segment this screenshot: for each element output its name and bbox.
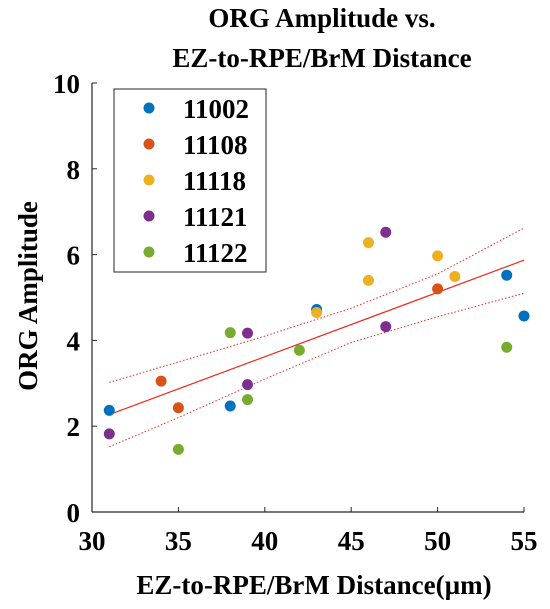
x-tick-label: 50 [424, 526, 451, 556]
legend-marker-11122 [143, 246, 155, 258]
data-point-11121 [380, 321, 392, 333]
data-point-11108 [155, 375, 167, 387]
legend-label: 11118 [183, 166, 246, 196]
legend-marker-11108 [143, 138, 155, 150]
data-point-11108 [172, 402, 184, 414]
data-point-11122 [293, 344, 305, 356]
fit-line [109, 259, 525, 416]
legend-label: 11002 [183, 94, 249, 124]
data-point-11122 [501, 341, 513, 353]
chart-title-line-2: EZ-to-RPE/BrM Distance [172, 43, 471, 73]
data-point-11118 [432, 250, 444, 262]
legend-marker-11002 [143, 102, 155, 114]
y-tick-label: 0 [67, 498, 81, 528]
legend-label: 11121 [183, 202, 248, 232]
data-point-11122 [224, 327, 236, 339]
confidence-bound-upper [109, 227, 525, 383]
data-point-11118 [362, 237, 374, 249]
y-tick-label: 4 [67, 326, 81, 356]
y-tick-label: 10 [53, 69, 80, 99]
y-tick-label: 8 [67, 155, 81, 185]
legend-label: 11108 [183, 130, 248, 160]
legend: 11002 11108 11118 11121 11122 [113, 88, 267, 273]
data-point-11108 [432, 283, 444, 295]
x-tick-label: 40 [251, 526, 278, 556]
data-point-11122 [172, 443, 184, 455]
y-tick-label: 2 [67, 412, 81, 442]
data-point-11122 [242, 394, 254, 406]
chart-title-line-1: ORG Amplitude vs. [208, 3, 435, 33]
x-tick-label: 55 [511, 526, 538, 556]
legend-label: 11122 [183, 238, 248, 268]
data-point-11118 [449, 270, 461, 282]
data-point-11002 [501, 269, 513, 281]
data-point-11002 [103, 404, 115, 416]
x-tick-label: 35 [165, 526, 192, 556]
data-point-11118 [362, 274, 374, 286]
y-axis-label: ORG Amplitude [13, 201, 43, 391]
data-point-11002 [224, 400, 236, 412]
data-point-11118 [311, 307, 323, 319]
x-tick-label: 45 [338, 526, 365, 556]
data-point-11121 [103, 428, 115, 440]
y-tick-label: 6 [67, 241, 81, 271]
data-point-11121 [242, 379, 254, 391]
legend-marker-11121 [143, 210, 155, 222]
legend-marker-11118 [143, 174, 155, 186]
x-tick-label: 30 [79, 526, 106, 556]
legend-box [113, 88, 267, 273]
x-axis-label: EZ-to-RPE/BrM Distance(µm) [136, 570, 491, 600]
data-point-11002 [518, 310, 530, 322]
confidence-bound-lower [109, 292, 525, 448]
data-point-11121 [380, 226, 392, 238]
data-point-11121 [242, 327, 254, 339]
plot-area: 30 35 40 45 50 55 0 2 4 6 8 10 [53, 69, 538, 556]
